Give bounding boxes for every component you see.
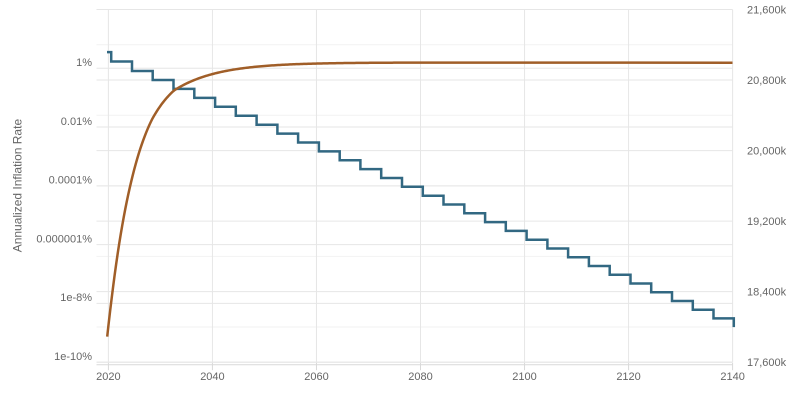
svg-text:21,600k: 21,600k (747, 4, 787, 16)
svg-text:20,000k: 20,000k (747, 146, 787, 158)
svg-text:0.000001%: 0.000001% (36, 233, 92, 245)
svg-text:20,800k: 20,800k (747, 75, 787, 87)
svg-text:2040: 2040 (200, 371, 224, 383)
svg-text:17,600k: 17,600k (747, 357, 787, 369)
svg-text:2020: 2020 (96, 371, 120, 383)
svg-text:2120: 2120 (616, 371, 640, 383)
svg-text:1%: 1% (76, 57, 92, 69)
svg-text:0.01%: 0.01% (61, 116, 92, 128)
svg-text:0.0001%: 0.0001% (49, 175, 93, 187)
svg-text:19,200k: 19,200k (747, 216, 787, 228)
svg-text:1e-10%: 1e-10% (54, 351, 92, 363)
svg-text:1e-8%: 1e-8% (60, 292, 92, 304)
svg-text:Annualized Inflation Rate: Annualized Inflation Rate (11, 119, 25, 253)
svg-text:2100: 2100 (512, 371, 536, 383)
svg-text:2080: 2080 (408, 371, 432, 383)
svg-text:18,400k: 18,400k (747, 287, 787, 299)
svg-text:2140: 2140 (720, 371, 744, 383)
svg-text:2060: 2060 (304, 371, 328, 383)
